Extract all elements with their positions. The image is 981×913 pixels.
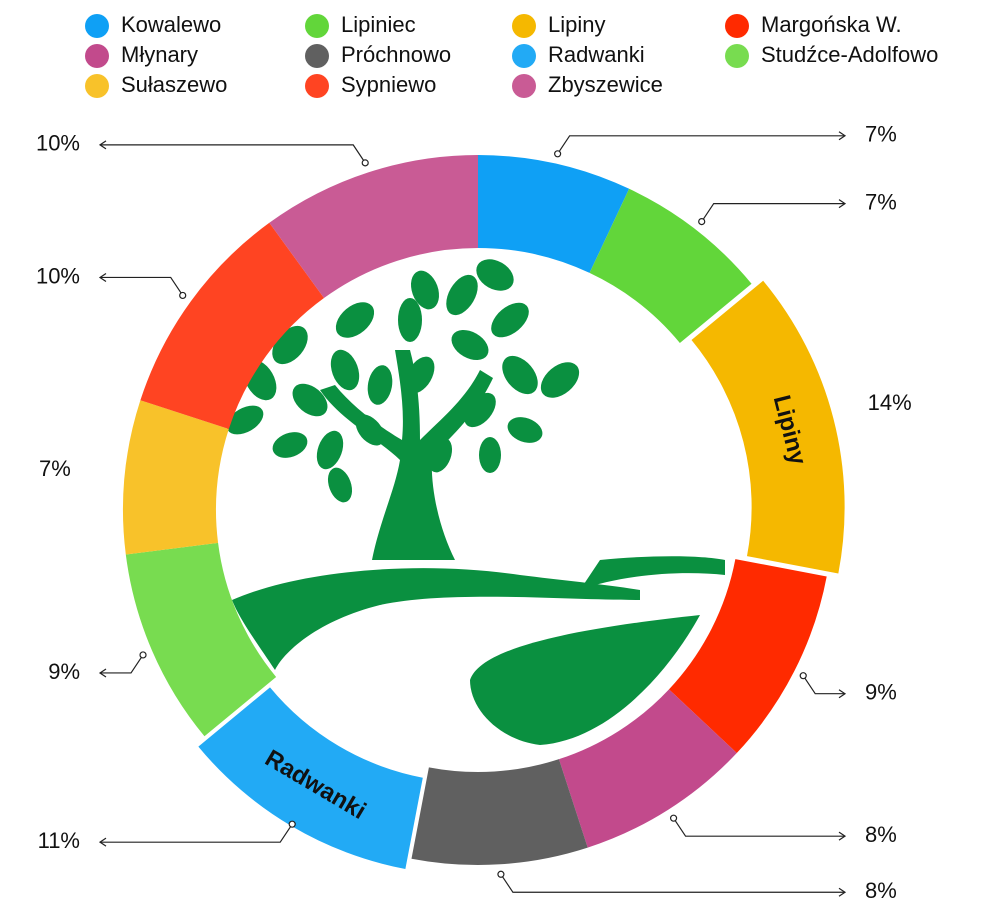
leader-dot bbox=[361, 159, 369, 167]
leader-dot bbox=[139, 651, 147, 659]
legend-label: Sypniewo bbox=[341, 72, 436, 97]
legend-swatch bbox=[512, 74, 536, 98]
leader-arrow bbox=[838, 831, 847, 841]
donut-slice bbox=[691, 280, 845, 574]
leader-dot bbox=[288, 820, 296, 828]
legend-swatch bbox=[305, 74, 329, 98]
legend-label: Margońska W. bbox=[761, 12, 902, 37]
value-label: 8% bbox=[865, 878, 897, 903]
legend-label: Kowalewo bbox=[121, 12, 221, 37]
leader-line bbox=[701, 202, 845, 222]
legend-swatch bbox=[85, 14, 109, 38]
legend-swatch bbox=[85, 74, 109, 98]
donut-slice bbox=[140, 222, 325, 430]
legend-swatch bbox=[305, 14, 329, 38]
donut-slice bbox=[198, 687, 423, 870]
leader-dot bbox=[497, 870, 505, 878]
leader-arrow bbox=[98, 272, 107, 282]
leader-line bbox=[100, 144, 366, 164]
value-label: 9% bbox=[865, 680, 897, 705]
leader-line bbox=[673, 817, 845, 837]
value-label: 7% bbox=[865, 122, 897, 147]
leader-line bbox=[802, 675, 845, 695]
donut-slice bbox=[558, 689, 737, 848]
leader-arrow bbox=[98, 140, 107, 150]
legend-label: Lipiny bbox=[548, 12, 605, 37]
value-label: 10% bbox=[36, 131, 80, 156]
leader-arrow bbox=[98, 668, 107, 678]
leader-arrow bbox=[838, 887, 847, 897]
legend-swatch bbox=[305, 44, 329, 68]
legend-swatch bbox=[725, 44, 749, 68]
value-label: 7% bbox=[39, 456, 71, 481]
leader-arrow bbox=[98, 837, 107, 847]
value-label: 7% bbox=[865, 189, 897, 214]
legend-label: Młynary bbox=[121, 42, 198, 67]
leader-line bbox=[100, 654, 144, 674]
legend-label: Zbyszewice bbox=[548, 72, 663, 97]
leader-arrow bbox=[838, 689, 847, 699]
leader-line bbox=[500, 873, 845, 893]
value-label: 9% bbox=[48, 659, 80, 684]
legend-label: Lipiniec bbox=[341, 12, 416, 37]
leader-line bbox=[557, 135, 845, 155]
donut-slice bbox=[411, 759, 588, 866]
leader-dot bbox=[179, 291, 187, 300]
value-label: 10% bbox=[36, 263, 80, 288]
logo bbox=[226, 259, 725, 745]
leader-dot bbox=[554, 150, 562, 158]
legend-swatch bbox=[725, 14, 749, 38]
value-label: 8% bbox=[865, 822, 897, 847]
donut-slice bbox=[123, 400, 229, 555]
legend-label: Próchnowo bbox=[341, 42, 451, 67]
legend-label: Sułaszewo bbox=[121, 72, 227, 97]
leader-arrow bbox=[838, 199, 847, 209]
leader-dot bbox=[698, 217, 706, 226]
legend-swatch bbox=[512, 14, 536, 38]
leader-dot bbox=[799, 672, 807, 680]
donut-slice bbox=[478, 155, 630, 273]
legend-label: Radwanki bbox=[548, 42, 645, 67]
leader-arrow bbox=[838, 131, 847, 141]
value-label: 11% bbox=[38, 828, 80, 853]
legend-swatch bbox=[85, 44, 109, 68]
leader-dot bbox=[669, 814, 678, 822]
leader-line bbox=[100, 823, 293, 843]
legend-label: Studźce-Adolfowo bbox=[761, 42, 938, 67]
leader-line bbox=[100, 276, 184, 296]
legend-swatch bbox=[512, 44, 536, 68]
donut-slice bbox=[668, 559, 827, 754]
donut-slice bbox=[269, 155, 478, 299]
value-label: 14% bbox=[868, 390, 912, 415]
donut-slice bbox=[589, 188, 752, 343]
donut-slice bbox=[125, 542, 277, 737]
